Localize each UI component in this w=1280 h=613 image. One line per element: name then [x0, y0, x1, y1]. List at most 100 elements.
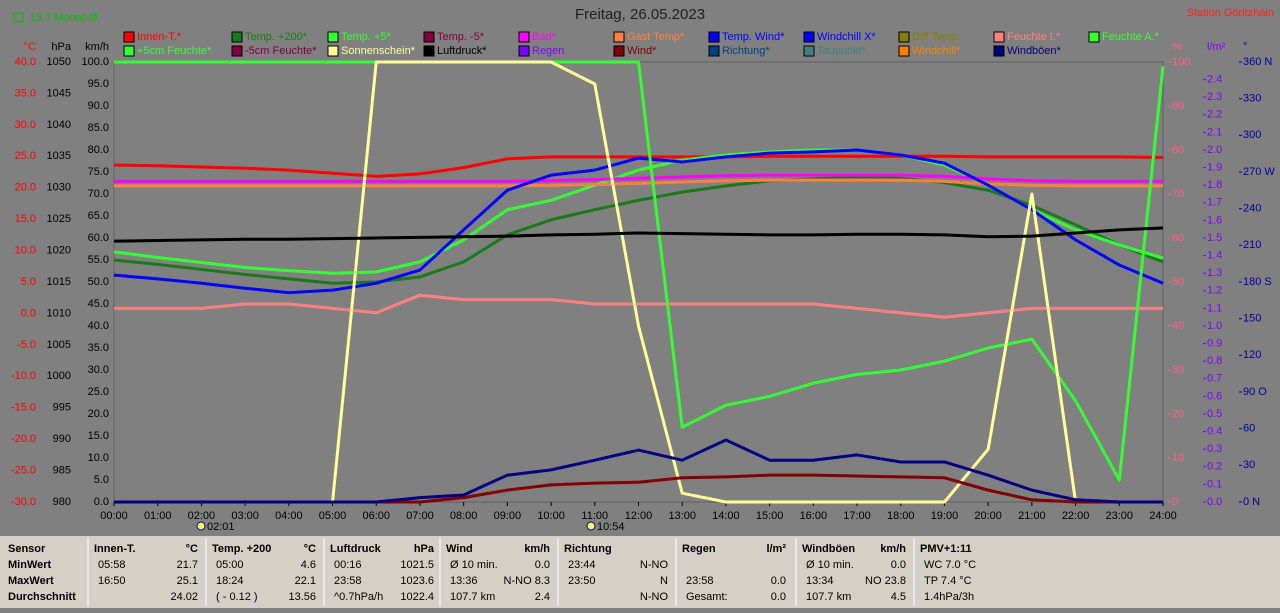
y-tick-label: 0.7	[1207, 373, 1222, 385]
stats-cell: 1021.5	[400, 559, 434, 571]
legend-label: Temp. +5*	[341, 31, 392, 43]
stats-cell: 21.7	[177, 559, 198, 571]
y-tick-label: 60	[1243, 423, 1255, 435]
y-tick-label: 2.3	[1207, 91, 1222, 103]
legend-swatch	[898, 45, 910, 57]
stats-cell: 25.1	[177, 575, 198, 587]
y-tick-label: 100	[1172, 56, 1190, 68]
stats-cell: WC 7.0 °C	[924, 559, 976, 571]
stats-cell: 13:34	[806, 575, 834, 587]
y-tick-label: 995	[53, 402, 71, 414]
x-tick-label: 04:00	[275, 510, 303, 522]
stats-unit: l/m²	[766, 543, 786, 555]
stats-unit: km/h	[524, 543, 550, 555]
stats-cell: ( - 0.12 )	[216, 591, 258, 603]
stats-title: PMV+1:11	[920, 543, 972, 555]
y-tick-label: 1045	[47, 87, 71, 99]
axis-unit: km/h	[85, 41, 109, 53]
x-tick-label: 12:00	[625, 510, 653, 522]
x-tick-label: 08:00	[450, 510, 478, 522]
stats-label: Sensor	[8, 543, 46, 555]
marker: 02:01	[207, 521, 235, 533]
axis-unit: °C	[24, 41, 36, 53]
x-tick-label: 15:00	[756, 510, 784, 522]
x-tick-label: 18:00	[887, 510, 915, 522]
y-tick-label: 55.0	[88, 254, 109, 266]
marker-icon	[196, 521, 206, 531]
y-tick-label: 60	[1172, 232, 1184, 244]
stats-cell: 1022.4	[400, 591, 434, 603]
y-tick-label: 30.0	[88, 364, 109, 376]
stats-cell: 1.4hPa/3h	[924, 591, 974, 603]
y-tick-label: 985	[53, 464, 71, 476]
y-tick-label: 90.0	[88, 100, 109, 112]
y-tick-label: 35.0	[88, 342, 109, 354]
legend-swatch	[423, 45, 435, 57]
stats-cell: 13:36	[450, 575, 478, 587]
y-tick-label: 1.2	[1207, 285, 1222, 297]
legend-label: Luftdruck*	[437, 45, 487, 57]
y-tick-label: 0.5	[1207, 408, 1222, 420]
y-tick-label: 35.0	[15, 87, 36, 99]
stats-cell: 0.0	[771, 575, 786, 587]
plot-area	[113, 61, 1164, 503]
y-tick-label: 1.8	[1207, 179, 1222, 191]
x-tick-label: 16:00	[800, 510, 828, 522]
y-tick-label: 10.0	[88, 452, 109, 464]
y-tick-label: 20.0	[88, 408, 109, 420]
legend-swatch	[708, 45, 720, 57]
stats-cell: 13.56	[288, 591, 316, 603]
y-tick-label: 60.0	[88, 232, 109, 244]
y-tick-label: 180 S	[1243, 276, 1272, 288]
stats-title: Windböen	[802, 543, 855, 555]
y-tick-label: 0.2	[1207, 461, 1222, 473]
chart-title: Freitag, 26.05.2023	[575, 6, 705, 23]
y-tick-label: 75.0	[88, 166, 109, 178]
legend-label: Temp. +200*	[245, 31, 308, 43]
x-tick-label: 06:00	[362, 510, 390, 522]
y-tick-label: 25.0	[88, 386, 109, 398]
axis-unit: l/m²	[1207, 41, 1226, 53]
legend-swatch	[327, 31, 339, 43]
legend-label: Innen-T.*	[137, 31, 182, 43]
x-tick-label: 13:00	[668, 510, 696, 522]
stats-cell: ^0.7hPa/h	[334, 591, 383, 603]
y-tick-label: 150	[1243, 313, 1261, 325]
legend-label: Wind*	[627, 45, 657, 57]
stats-title: Innen-T.	[94, 543, 136, 555]
legend-swatch	[423, 31, 435, 43]
y-tick-label: 95.0	[88, 78, 109, 90]
y-tick-label: 50	[1172, 276, 1184, 288]
station: Station Göritzhain	[1187, 7, 1274, 19]
y-tick-label: 990	[53, 433, 71, 445]
y-tick-label: 5.0	[94, 474, 109, 486]
legend-label: Diff Temp.	[912, 31, 961, 43]
x-tick-label: 01:00	[144, 510, 172, 522]
x-tick-label: 11:00	[581, 510, 608, 522]
y-tick-label: 1.0	[1207, 320, 1222, 332]
y-tick-label: 1.1	[1207, 302, 1222, 314]
y-tick-label: 10	[1172, 452, 1184, 464]
legend-label: +5cm Feuchte*	[137, 45, 212, 57]
stats-title: Regen	[682, 543, 716, 555]
x-tick-label: 19:00	[931, 510, 959, 522]
y-tick-label: 2.4	[1207, 74, 1222, 86]
x-tick-label: 03:00	[231, 510, 259, 522]
y-tick-label: -20.0	[11, 433, 36, 445]
y-tick-label: 0.3	[1207, 443, 1222, 455]
y-tick-label: 0.8	[1207, 355, 1222, 367]
legend-swatch	[1088, 31, 1100, 43]
axis-unit: °	[1243, 41, 1247, 53]
stats-cell: 22.1	[295, 575, 316, 587]
y-tick-label: -25.0	[11, 464, 36, 476]
y-tick-label: 85.0	[88, 122, 109, 134]
y-tick-label: 1015	[47, 276, 71, 288]
y-tick-label: 20.0	[15, 182, 36, 194]
y-tick-label: 270 W	[1243, 166, 1275, 178]
y-tick-label: 45.0	[88, 298, 109, 310]
x-tick-label: 07:00	[406, 510, 434, 522]
stats-cell: N	[660, 575, 668, 587]
stats-unit: hPa	[414, 543, 435, 555]
x-tick-label: 14:00	[712, 510, 740, 522]
legend-label: Feuchte A.*	[1102, 31, 1160, 43]
